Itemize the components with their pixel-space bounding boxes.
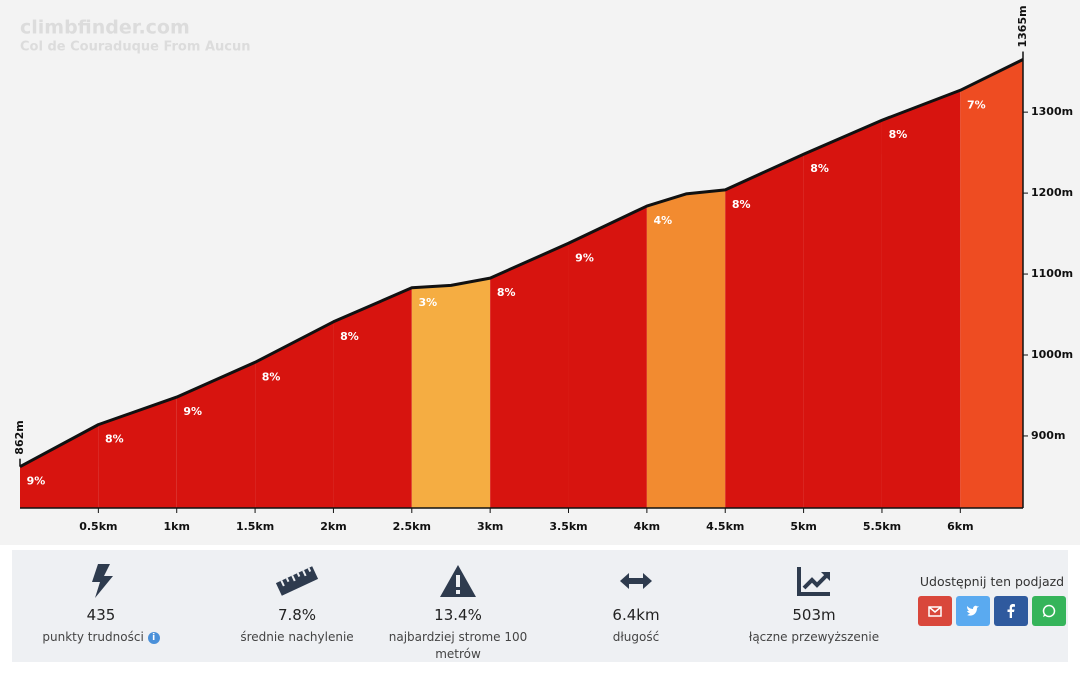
- gradient-segment: [176, 362, 256, 508]
- gradient-segment: [333, 287, 412, 508]
- axes: 0.5km 1km 1.5km 2km 2.5km 3km 3.5km 4km 4.5km 5km…: [13, 5, 1073, 533]
- gradient-label: 8%: [497, 286, 516, 299]
- icon-arrows: [620, 573, 652, 589]
- gradient-segment: [881, 90, 961, 509]
- y-tick-label: 1000m: [1031, 348, 1073, 361]
- gradient-segment: [411, 278, 491, 508]
- share-facebook[interactable]: [994, 596, 1028, 626]
- icon-facebook: [1007, 604, 1015, 618]
- icon-warning: [440, 565, 476, 597]
- chart: climbfinder.com Col de Couraduque From A…: [0, 0, 1080, 545]
- icon-mail: [928, 605, 942, 617]
- stat: 503m łączne przewyższenie: [729, 564, 899, 646]
- share: Udostępnij ten podjazd: [912, 574, 1072, 626]
- stat-value: 435: [86, 606, 116, 624]
- gradient-segment: [255, 321, 334, 508]
- gradient-segment: [960, 59, 1023, 509]
- gradient-label: 8%: [732, 198, 751, 211]
- icon-chart: [797, 567, 830, 596]
- watermark-site: climbfinder.com: [20, 17, 190, 39]
- segments: 9% 8% 9% 8% 8% 3% 8% 9% 4% 8% 8% 8% 7%: [19, 58, 1024, 509]
- x-tick-label: 6km: [947, 520, 973, 533]
- x-tick-label: 5.5km: [863, 520, 901, 533]
- gradient-segment: [803, 120, 882, 508]
- x-tick-label: 3km: [477, 520, 503, 533]
- y-tick-label: 1200m: [1031, 186, 1073, 199]
- stat-value: 7.8%: [277, 606, 317, 624]
- stat: 6.4km długość: [551, 564, 721, 646]
- gradient-label: 8%: [105, 433, 124, 446]
- watermark-climb: Col de Couraduque From Aucun: [20, 40, 250, 55]
- share-twitter[interactable]: [956, 596, 990, 626]
- gradient-segment: [725, 154, 804, 508]
- x-tick-label: 1km: [164, 520, 190, 533]
- stats-panel: 435 punkty trudności i 7.8% średnie nach…: [12, 550, 1068, 662]
- start-label: 862m: [13, 420, 26, 454]
- stat-label: łączne przewyższenie: [748, 630, 880, 644]
- x-tick-label: 3.5km: [549, 520, 587, 533]
- y-tick-label: 1100m: [1031, 267, 1073, 280]
- gradient-segment: [20, 424, 99, 508]
- y-tick-label: 1300m: [1031, 105, 1073, 118]
- stat: 435 punkty trudności i: [16, 564, 186, 646]
- stat-value: 6.4km: [612, 606, 660, 624]
- stat-label: najbardziej strome 100 metrów: [388, 630, 528, 661]
- end-label: 1365m: [1016, 5, 1029, 47]
- gradient-label: 4%: [654, 214, 673, 227]
- gradient-label: 3%: [418, 296, 437, 309]
- share-title: Udostępnij ten podjazd: [919, 574, 1065, 589]
- gradient-label: 9%: [27, 475, 46, 488]
- icon-twitter: [967, 605, 979, 616]
- icon-bolt: [92, 564, 113, 598]
- x-tick-label: 2km: [320, 520, 346, 533]
- gradient-segment: [490, 243, 569, 509]
- gradient-label: 8%: [262, 370, 281, 383]
- gradient-label: 8%: [810, 162, 829, 175]
- y-tick-label: 900m: [1031, 429, 1065, 442]
- info-icon[interactable]: i: [147, 631, 160, 644]
- gradient-label: 7%: [967, 98, 986, 111]
- x-tick-label: 2.5km: [393, 520, 431, 533]
- icon-whatsapp: [1042, 604, 1056, 618]
- profile-line: [19, 58, 1024, 469]
- share-buttons: [912, 596, 1072, 626]
- gradient-label: 8%: [340, 330, 359, 343]
- x-tick-label: 0.5km: [79, 520, 117, 533]
- gradient-segment: [646, 189, 726, 508]
- stat-value: 503m: [792, 606, 836, 624]
- x-tick-label: 1.5km: [236, 520, 274, 533]
- gradient-segment: [568, 206, 647, 509]
- share-email[interactable]: [918, 596, 952, 626]
- stat-label-text: punkty trudności: [42, 630, 144, 644]
- stat-label: punkty trudności i: [16, 629, 186, 646]
- x-tick-label: 5km: [790, 520, 816, 533]
- share-whatsapp[interactable]: [1032, 596, 1066, 626]
- stat: 7.8% średnie nachylenie: [212, 564, 382, 646]
- stat-label: długość: [612, 630, 660, 644]
- gradient-label: 8%: [889, 128, 908, 141]
- stat-value: 13.4%: [434, 606, 482, 624]
- gradient-label: 9%: [575, 251, 594, 264]
- stat-label: średnie nachylenie: [240, 630, 354, 644]
- icon-ruler: [275, 566, 319, 596]
- x-tick-label: 4km: [634, 520, 660, 533]
- gradient-label: 9%: [183, 405, 202, 418]
- gradient-segment: [98, 397, 177, 508]
- x-tick-label: 4.5km: [706, 520, 744, 533]
- stat: 13.4% najbardziej strome 100 metrów: [373, 564, 543, 663]
